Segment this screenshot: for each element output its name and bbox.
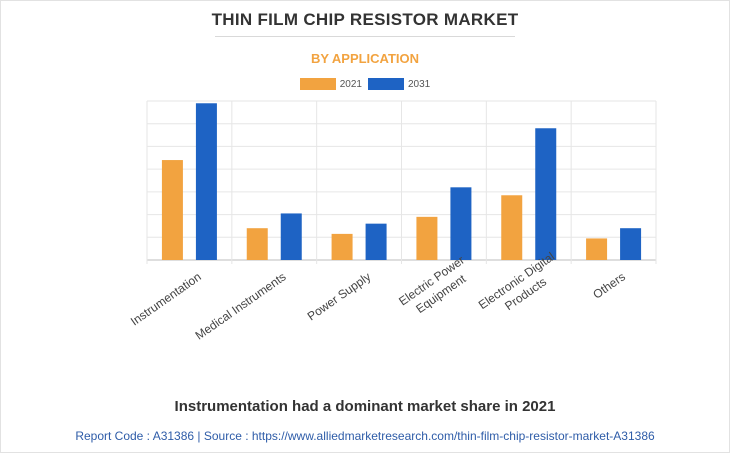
bar-2031-5[interactable] xyxy=(620,228,642,260)
x-tick-label-line: Power Supply xyxy=(305,270,374,324)
bar-2021-1[interactable] xyxy=(246,228,268,260)
x-tick-label-5: Others xyxy=(590,270,628,302)
legend-label-2021: 2021 xyxy=(339,78,362,90)
chart-subtitle: BY APPLICATION xyxy=(310,51,420,66)
x-tick-label-line: Instrumentation xyxy=(128,270,204,329)
x-tick-label-4: Electronic DigitalProducts xyxy=(476,249,566,325)
legend-swatch-2021 xyxy=(299,78,336,90)
x-tick-label-0: Instrumentation xyxy=(128,270,204,329)
grid-layer xyxy=(146,100,657,264)
legend-swatch-2031 xyxy=(368,78,404,90)
bar-2031-3[interactable] xyxy=(450,187,472,260)
x-tick-label-3: Electric PowerEquipment xyxy=(396,253,476,322)
x-tick-label-2: Power Supply xyxy=(305,270,374,324)
bar-2031-0[interactable] xyxy=(195,103,217,261)
x-tick-label-line: Others xyxy=(590,270,628,302)
source-line: Report Code : A31386 | Source : https://… xyxy=(75,429,655,443)
bar-2031-4[interactable] xyxy=(535,128,557,260)
bar-2021-2[interactable] xyxy=(331,233,353,260)
bar-2021-0[interactable] xyxy=(161,160,183,260)
legend-item-2021[interactable]: 2021 xyxy=(299,78,362,90)
chart-title: THIN FILM CHIP RESISTOR MARKET xyxy=(211,10,519,29)
x-tick-label-line: Medical Instruments xyxy=(193,270,289,343)
x-tick-label-1: Medical Instruments xyxy=(193,270,289,343)
chart-legend: 2021 2031 xyxy=(0,78,730,90)
legend-label-2031: 2031 xyxy=(408,78,431,90)
bar-2021-3[interactable] xyxy=(416,216,438,260)
bar-2021-5[interactable] xyxy=(586,238,608,260)
bar-2021-4[interactable] xyxy=(501,195,523,260)
title-divider xyxy=(215,36,515,37)
chart-caption: Instrumentation had a dominant market sh… xyxy=(174,398,556,415)
bar-2031-2[interactable] xyxy=(365,223,387,260)
legend-item-2031[interactable]: 2031 xyxy=(368,78,430,90)
bar-2031-1[interactable] xyxy=(280,213,302,260)
bar-layer xyxy=(161,103,642,261)
